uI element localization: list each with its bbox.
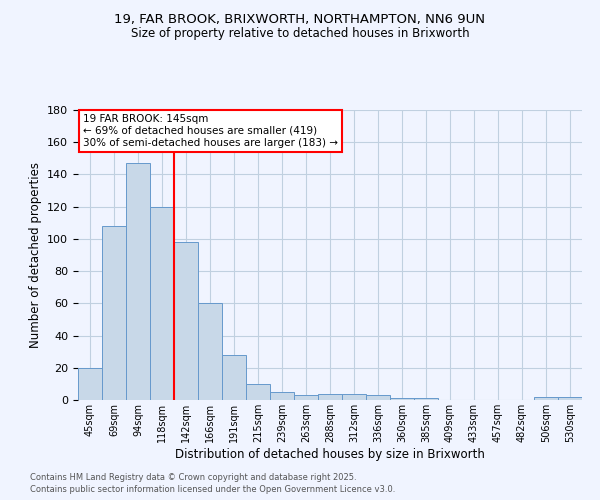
Text: Contains HM Land Registry data © Crown copyright and database right 2025.: Contains HM Land Registry data © Crown c… [30, 474, 356, 482]
Y-axis label: Number of detached properties: Number of detached properties [29, 162, 41, 348]
Text: Contains public sector information licensed under the Open Government Licence v3: Contains public sector information licen… [30, 485, 395, 494]
Bar [366, 395, 390, 400]
Text: 19, FAR BROOK, BRIXWORTH, NORTHAMPTON, NN6 9UN: 19, FAR BROOK, BRIXWORTH, NORTHAMPTON, N… [115, 12, 485, 26]
Bar [126, 163, 150, 400]
Text: Size of property relative to detached houses in Brixworth: Size of property relative to detached ho… [131, 28, 469, 40]
Bar [222, 355, 246, 400]
Bar [534, 397, 558, 400]
X-axis label: Distribution of detached houses by size in Brixworth: Distribution of detached houses by size … [175, 448, 485, 460]
Bar [174, 242, 198, 400]
Text: 19 FAR BROOK: 145sqm
← 69% of detached houses are smaller (419)
30% of semi-deta: 19 FAR BROOK: 145sqm ← 69% of detached h… [83, 114, 338, 148]
Bar [150, 206, 174, 400]
Bar [78, 368, 102, 400]
Bar [318, 394, 342, 400]
Bar [558, 397, 582, 400]
Bar [102, 226, 126, 400]
Bar [294, 395, 318, 400]
Bar [198, 304, 222, 400]
Bar [390, 398, 414, 400]
Bar [270, 392, 294, 400]
Bar [246, 384, 270, 400]
Bar [414, 398, 438, 400]
Bar [342, 394, 366, 400]
